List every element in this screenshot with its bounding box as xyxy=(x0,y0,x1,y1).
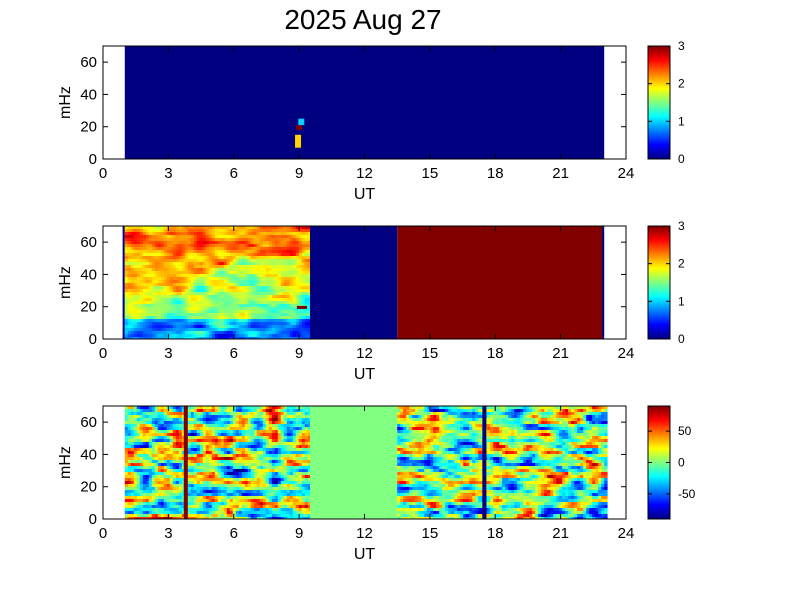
x-tick-label: 6 xyxy=(230,165,238,182)
y-tick-label: 20 xyxy=(80,119,97,136)
x-tick-label: 6 xyxy=(230,345,238,362)
x-tick-label: 0 xyxy=(99,165,107,182)
x-tick-label: 3 xyxy=(164,525,172,542)
y-tick-label: 40 xyxy=(80,86,97,103)
spectral-feature xyxy=(296,305,307,309)
x-axis-label: UT xyxy=(354,186,376,203)
spectral-feature xyxy=(296,125,303,130)
y-tick-label: 60 xyxy=(80,234,97,251)
y-tick-label: 20 xyxy=(80,479,97,496)
segment-variable xyxy=(124,226,312,339)
x-tick-label: 12 xyxy=(356,525,373,542)
segment-uniform xyxy=(310,406,398,519)
y-tick-label: 0 xyxy=(89,511,97,528)
x-tick-label: 18 xyxy=(487,345,504,362)
y-axis-label: mHz xyxy=(57,266,74,299)
x-tick-label: 24 xyxy=(618,345,635,362)
colorbar-tick-label: 0 xyxy=(678,456,685,470)
x-tick-label: 21 xyxy=(552,165,569,182)
y-tick-label: 0 xyxy=(89,331,97,348)
x-tick-label: 9 xyxy=(295,525,303,542)
vertical-marker-line xyxy=(183,406,188,519)
colorbar-gradient xyxy=(648,46,670,159)
spectrogram-image xyxy=(124,46,605,159)
x-tick-label: 24 xyxy=(618,525,635,542)
x-tick-label: 18 xyxy=(487,525,504,542)
y-tick-label: 60 xyxy=(80,414,97,431)
segment-uniform xyxy=(310,226,398,339)
colorbar-tick-label: 2 xyxy=(678,257,685,271)
spectrogram-panel-3: 0 3 6 9 12 15 18 21 24 0 20 40 60 UT mHz 50 0 -50 xyxy=(57,405,696,563)
x-tick-label: 12 xyxy=(356,165,373,182)
vertical-marker-line xyxy=(482,406,487,519)
x-tick-label: 0 xyxy=(99,345,107,362)
segment-uniform xyxy=(397,226,603,339)
data-region xyxy=(124,46,605,159)
colorbar-tick-label: 1 xyxy=(678,114,685,128)
x-tick-label: 12 xyxy=(356,345,373,362)
segment-variable xyxy=(397,406,608,519)
y-tick-label: 20 xyxy=(80,299,97,316)
colorbar-tick-label: 2 xyxy=(678,77,685,91)
y-tick-label: 40 xyxy=(80,266,97,283)
x-tick-label: 21 xyxy=(552,345,569,362)
x-tick-label: 18 xyxy=(487,165,504,182)
spectral-feature xyxy=(295,134,302,148)
x-tick-label: 3 xyxy=(164,165,172,182)
colorbar-frame xyxy=(647,225,671,340)
colorbar-tick-label: -50 xyxy=(678,487,696,501)
x-axis-label: UT xyxy=(354,546,376,563)
x-tick-label: 6 xyxy=(230,525,238,542)
x-tick-label: 21 xyxy=(552,525,569,542)
x-tick-label: 24 xyxy=(618,165,635,182)
x-tick-label: 15 xyxy=(422,525,439,542)
colorbar-gradient xyxy=(648,226,670,339)
x-tick-label: 3 xyxy=(164,345,172,362)
segment-variable xyxy=(124,406,312,519)
y-tick-label: 40 xyxy=(80,446,97,463)
y-axis-label: mHz xyxy=(57,446,74,479)
colorbar-gradient xyxy=(648,406,670,519)
segment-uniform xyxy=(122,226,125,339)
colorbar: 0 1 2 3 xyxy=(647,219,685,346)
y-tick-label: 0 xyxy=(89,151,97,168)
colorbar: 0 1 2 3 xyxy=(647,39,685,166)
x-tick-label: 15 xyxy=(422,165,439,182)
colorbar-tick-label: 3 xyxy=(678,219,685,233)
x-tick-label: 15 xyxy=(422,345,439,362)
colorbar: 50 0 -50 xyxy=(647,405,696,520)
y-axis-label: mHz xyxy=(57,86,74,119)
colorbar-tick-label: 50 xyxy=(678,424,692,438)
colorbar-tick-label: 3 xyxy=(678,39,685,53)
figure-title: 2025 Aug 27 xyxy=(284,4,441,35)
x-tick-label: 9 xyxy=(295,165,303,182)
y-tick-label: 60 xyxy=(80,54,97,71)
colorbar-tick-label: 1 xyxy=(678,294,685,308)
x-axis-label: UT xyxy=(354,366,376,383)
x-tick-label: 0 xyxy=(99,525,107,542)
segment-uniform xyxy=(602,226,605,339)
x-tick-label: 9 xyxy=(295,345,303,362)
spectrogram-image xyxy=(124,406,608,519)
colorbar-tick-label: 0 xyxy=(678,152,685,166)
colorbar-frame xyxy=(647,45,671,160)
spectrogram-image xyxy=(122,226,605,339)
spectral-feature xyxy=(298,118,305,126)
colorbar-tick-label: 0 xyxy=(678,332,685,346)
